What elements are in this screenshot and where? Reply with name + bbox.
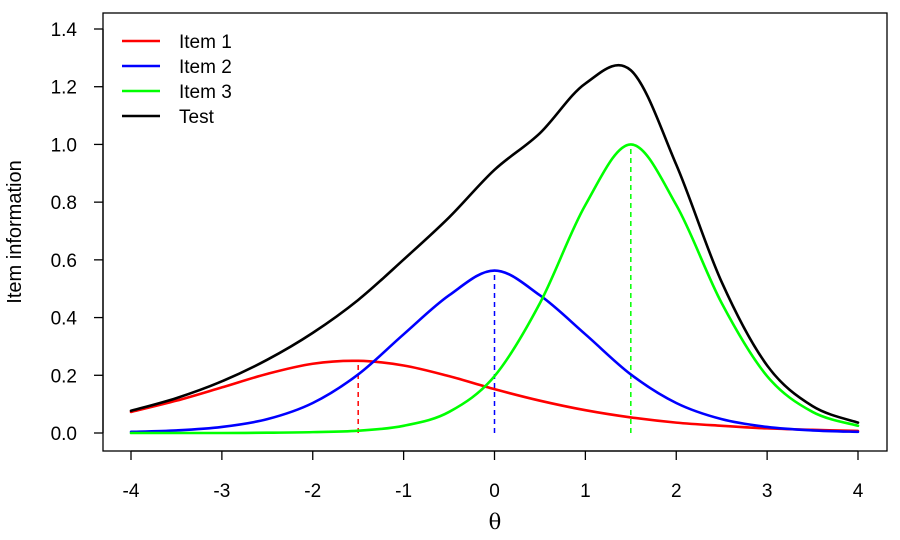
- y-tick-label: 1.0: [51, 135, 77, 156]
- y-axis: 0.0 0.2 0.4 0.6 0.8 1.0 1.2 1.4: [51, 20, 104, 445]
- x-tick-label: -2: [304, 481, 321, 502]
- y-tick-label: 0.6: [51, 251, 77, 272]
- y-tick-label: 0.4: [51, 309, 78, 330]
- x-tick-label: 4: [853, 481, 864, 502]
- legend-label: Item 3: [179, 82, 232, 103]
- legend: Item 1 Item 2 Item 3 Test: [122, 32, 232, 128]
- x-tick-label: 0: [489, 481, 500, 502]
- series-line-item-2: [129, 269, 860, 434]
- legend-label: Item 2: [179, 57, 232, 78]
- series-line-item-3: [129, 143, 860, 435]
- x-tick-label: -1: [395, 481, 412, 502]
- x-axis: -4 -3 -2 -1 0 1 2 3 4: [123, 450, 864, 502]
- y-tick-label: 0.2: [51, 366, 77, 387]
- x-tick-label: 1: [580, 481, 591, 502]
- y-tick-label: 0.8: [51, 193, 77, 214]
- plot-layer: [129, 63, 860, 435]
- x-tick-label: -4: [123, 481, 140, 502]
- legend-label: Item 1: [179, 32, 232, 53]
- y-tick-label: 1.4: [51, 20, 78, 41]
- series-line-item-1: [129, 359, 860, 433]
- legend-label: Test: [179, 107, 215, 128]
- y-tick-label: 1.2: [51, 78, 77, 99]
- x-tick-label: 2: [671, 481, 682, 502]
- series-line-test: [129, 63, 860, 424]
- x-tick-label: 3: [762, 481, 773, 502]
- x-axis-title: θ: [489, 510, 502, 534]
- x-tick-label: -3: [213, 481, 230, 502]
- y-tick-label: 0.0: [51, 424, 77, 445]
- y-axis-title: Item information: [4, 160, 26, 303]
